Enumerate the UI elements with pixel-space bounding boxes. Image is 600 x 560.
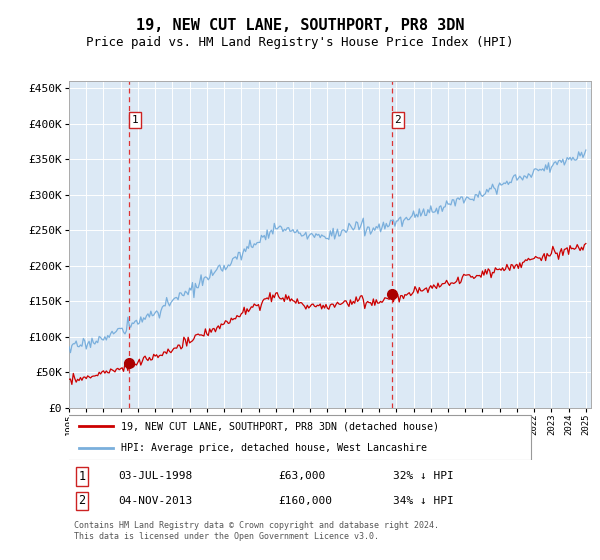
- Text: 34% ↓ HPI: 34% ↓ HPI: [392, 496, 454, 506]
- Text: 19, NEW CUT LANE, SOUTHPORT, PR8 3DN (detached house): 19, NEW CUT LANE, SOUTHPORT, PR8 3DN (de…: [121, 421, 439, 431]
- Text: 04-NOV-2013: 04-NOV-2013: [119, 496, 193, 506]
- Text: £63,000: £63,000: [278, 472, 325, 482]
- Text: Price paid vs. HM Land Registry's House Price Index (HPI): Price paid vs. HM Land Registry's House …: [86, 36, 514, 49]
- Text: 2: 2: [79, 494, 86, 507]
- Text: Contains HM Land Registry data © Crown copyright and database right 2024.
This d: Contains HM Land Registry data © Crown c…: [74, 521, 439, 540]
- Text: 32% ↓ HPI: 32% ↓ HPI: [392, 472, 454, 482]
- FancyBboxPatch shape: [67, 416, 531, 460]
- Text: 03-JUL-1998: 03-JUL-1998: [119, 472, 193, 482]
- Text: £160,000: £160,000: [278, 496, 332, 506]
- Text: 1: 1: [79, 470, 86, 483]
- Text: 19, NEW CUT LANE, SOUTHPORT, PR8 3DN: 19, NEW CUT LANE, SOUTHPORT, PR8 3DN: [136, 18, 464, 33]
- Text: 2: 2: [395, 115, 401, 125]
- Text: HPI: Average price, detached house, West Lancashire: HPI: Average price, detached house, West…: [121, 442, 427, 452]
- Text: 1: 1: [132, 115, 139, 125]
